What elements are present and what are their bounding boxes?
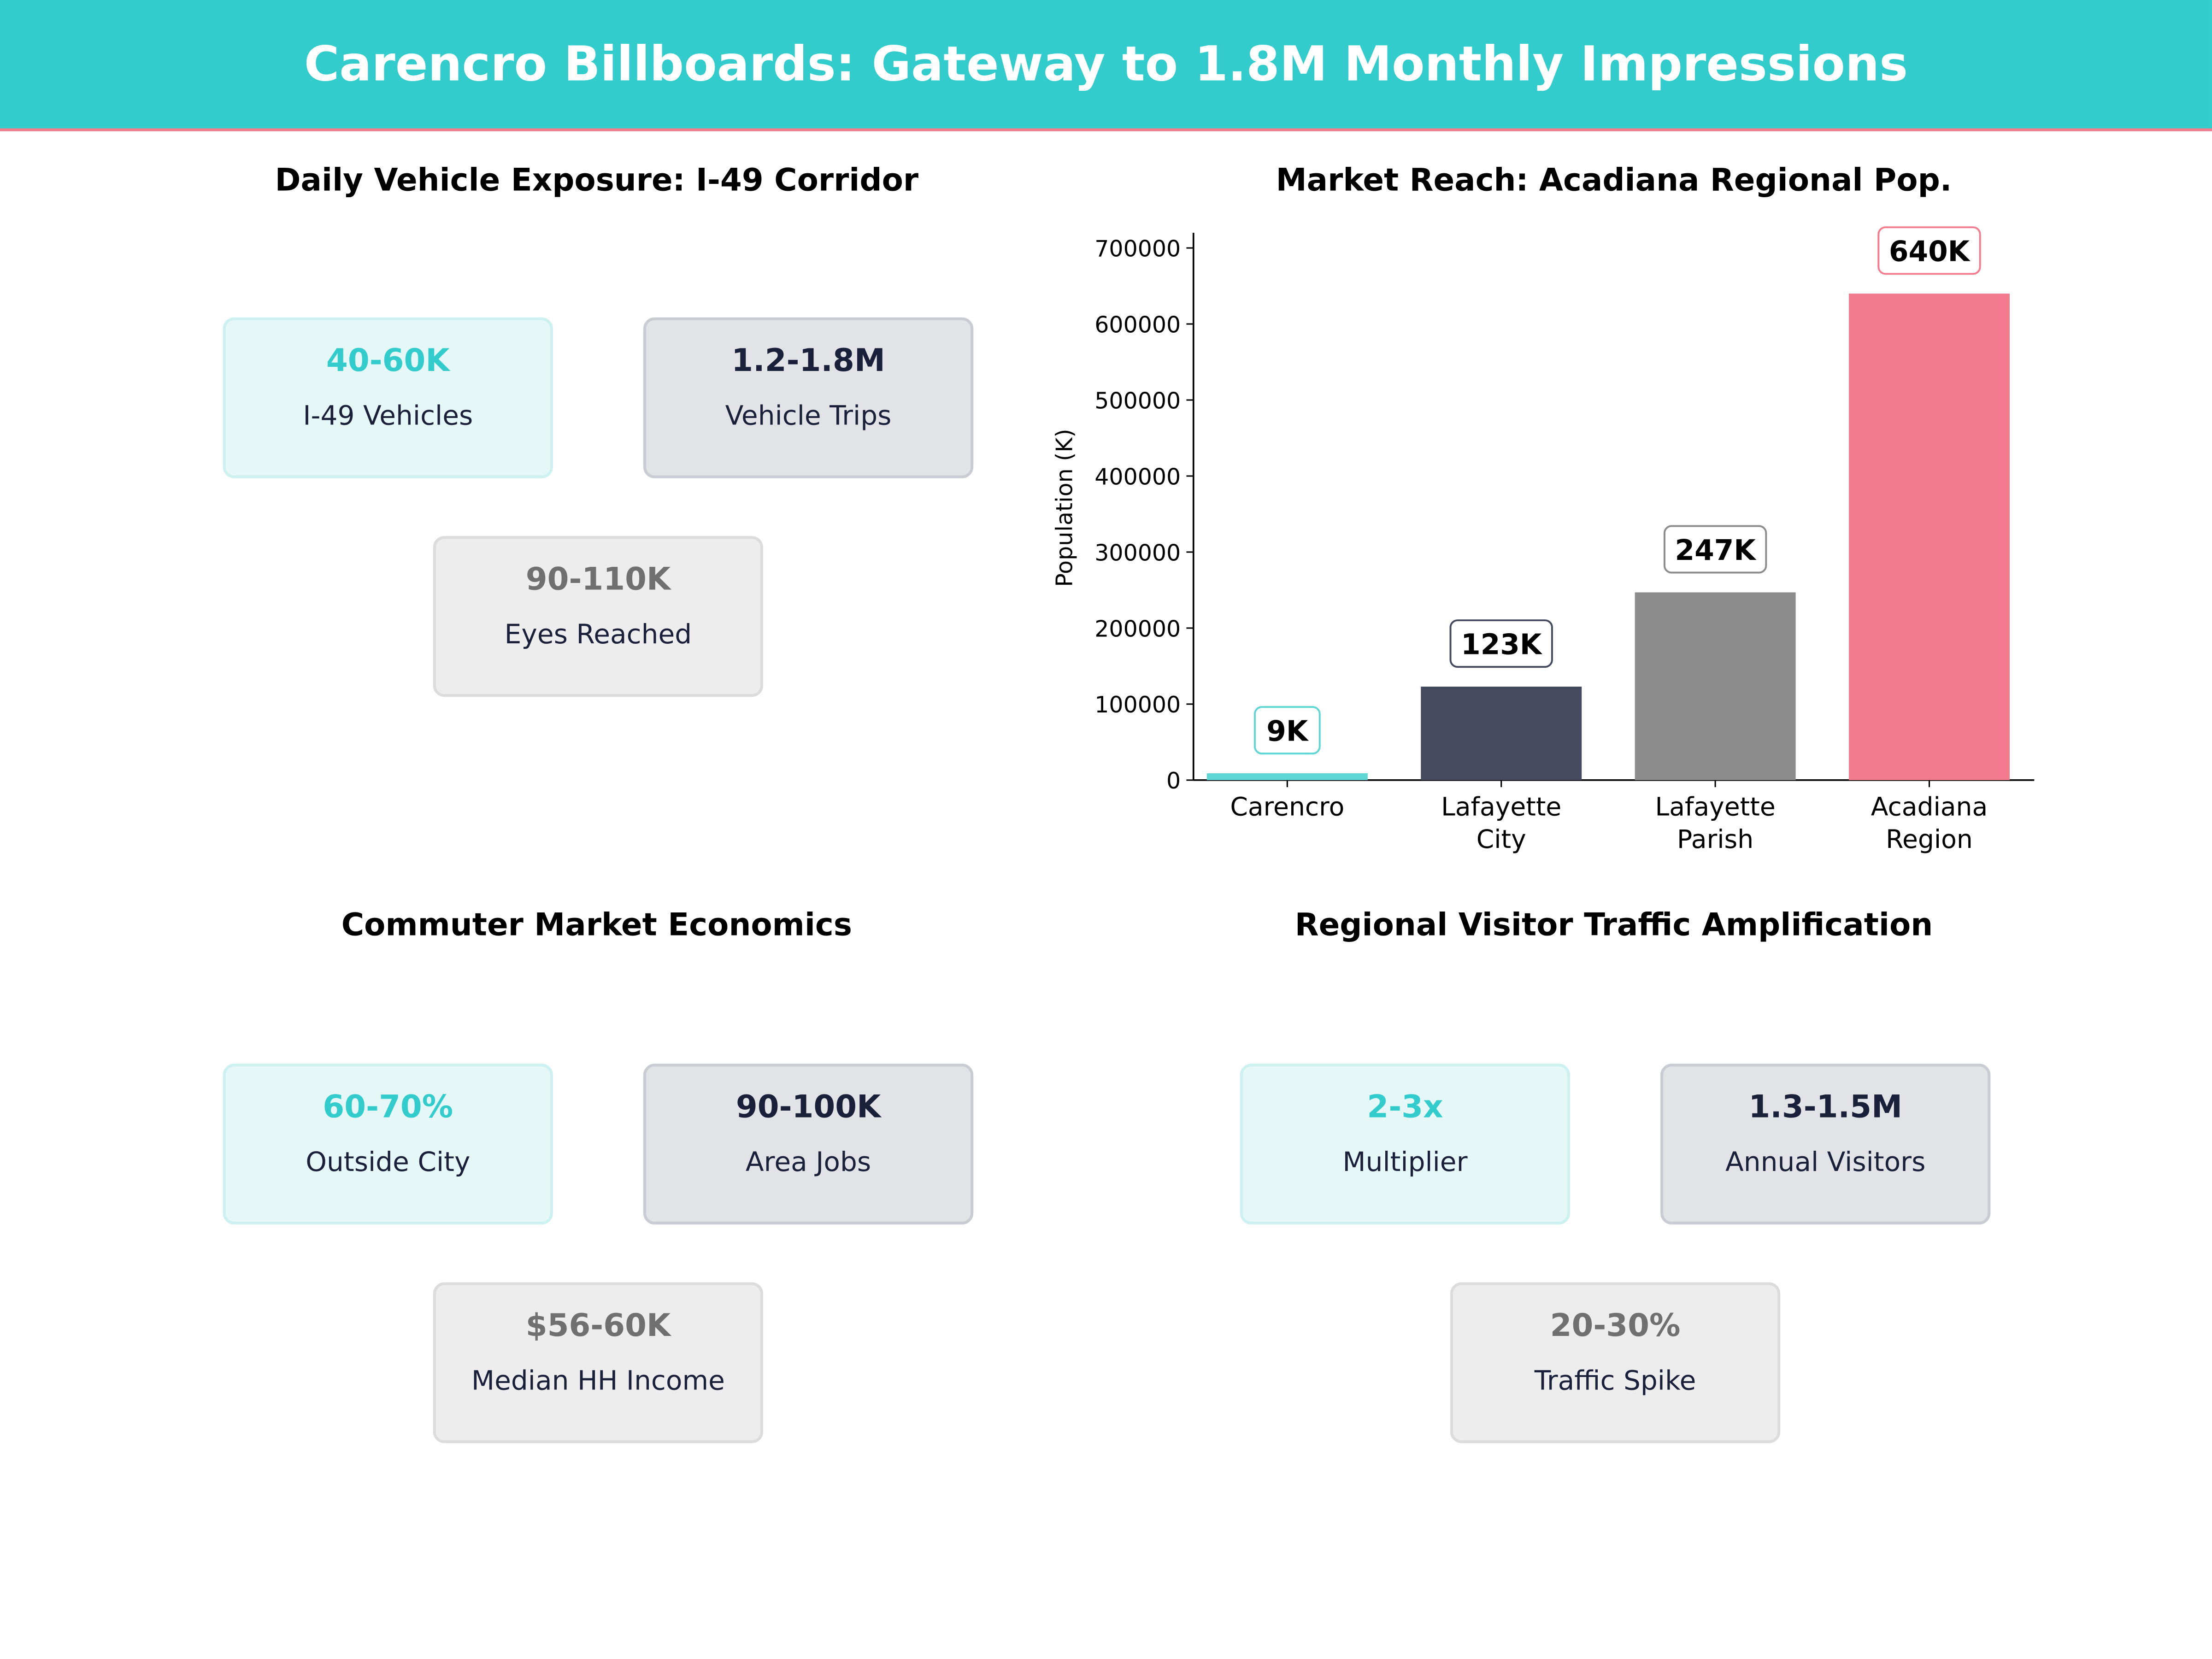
metric-value: 20-30% [1550,1309,1681,1345]
metric-label: Outside City [306,1147,471,1178]
metric-value: $56-60K [525,1309,671,1345]
metric-value: 90-100K [735,1090,881,1126]
data-label-box [1253,706,1321,755]
x-tick-label: Lafayette [1655,792,1776,821]
x-tick-label: City [1477,824,1526,854]
data-label: 9K [1266,715,1309,748]
bar [1421,686,1582,780]
economics-metric-card: 90-100K Area Jobs [643,1064,974,1225]
economics-metric-card: $56-60K Median HH Income [433,1282,764,1443]
y-tick-label: 300000 [1094,540,1181,566]
metric-label: Area Jobs [745,1147,871,1178]
economics-metric-card: 60-70% Outside City [223,1064,553,1225]
metric-value: 90-110K [525,563,671,598]
exposure-metric-card: 1.2-1.8M Vehicle Trips [643,317,974,478]
bar [1635,592,1796,780]
x-tick-label: Lafayette [1441,792,1561,821]
data-label: 640K [1889,235,1971,268]
visitors-metric-card: 1.3-1.5M Annual Visitors [1660,1064,1991,1225]
data-label-box [1663,525,1767,574]
data-label: 123K [1461,629,1543,661]
page-title: Carencro Billboards: Gateway to 1.8M Mon… [304,36,1908,93]
metric-label: Annual Visitors [1725,1147,1926,1178]
metric-value: 40-60K [326,344,450,380]
metric-value: 2-3x [1367,1090,1443,1126]
data-label-box [1877,226,1981,275]
metric-value: 60-70% [323,1090,453,1126]
exposure-panel-title: Daily Vehicle Exposure: I-49 Corridor [275,164,919,199]
metric-label: Vehicle Trips [725,400,892,432]
x-tick-label: Acadiana [1871,792,1988,821]
metric-label: Median HH Income [471,1365,725,1397]
y-tick-label: 700000 [1094,235,1181,262]
exposure-metric-card: 90-110K Eyes Reached [433,536,764,697]
visitors-metric-card: 20-30% Traffic Spike [1450,1282,1781,1443]
y-tick-label: 400000 [1094,464,1181,490]
y-tick-label: 200000 [1094,616,1181,642]
x-tick-label: Carencro [1230,792,1344,821]
y-tick-label: 500000 [1094,388,1181,414]
metric-value: 1.3-1.5M [1748,1090,1902,1126]
visitors-metric-card: 2-3x Multiplier [1240,1064,1571,1225]
x-tick-label: Region [1886,824,1973,854]
chart-title: Market Reach: Acadiana Regional Pop. [1276,164,1952,199]
data-label: 247K [1675,534,1757,567]
bar [1849,294,2010,780]
y-tick-label: 0 [1166,768,1181,794]
y-axis-label: Population (K) [1052,429,1078,587]
header-banner: Carencro Billboards: Gateway to 1.8M Mon… [0,0,2212,131]
x-tick-label: Parish [1677,824,1753,854]
y-tick-label: 100000 [1094,692,1181,718]
metric-label: Eyes Reached [504,619,692,651]
exposure-metric-card: 40-60K I-49 Vehicles [223,317,553,478]
metric-label: I-49 Vehicles [303,400,473,432]
metric-value: 1.2-1.8M [731,344,885,380]
metric-label: Traffic Spike [1534,1365,1696,1397]
bar [1206,773,1368,780]
economics-panel-title: Commuter Market Economics [341,908,852,944]
visitors-panel-title: Regional Visitor Traffic Amplification [1294,908,1933,944]
y-tick-label: 600000 [1094,312,1181,338]
metric-label: Multiplier [1342,1147,1468,1178]
data-label-box [1449,619,1553,668]
